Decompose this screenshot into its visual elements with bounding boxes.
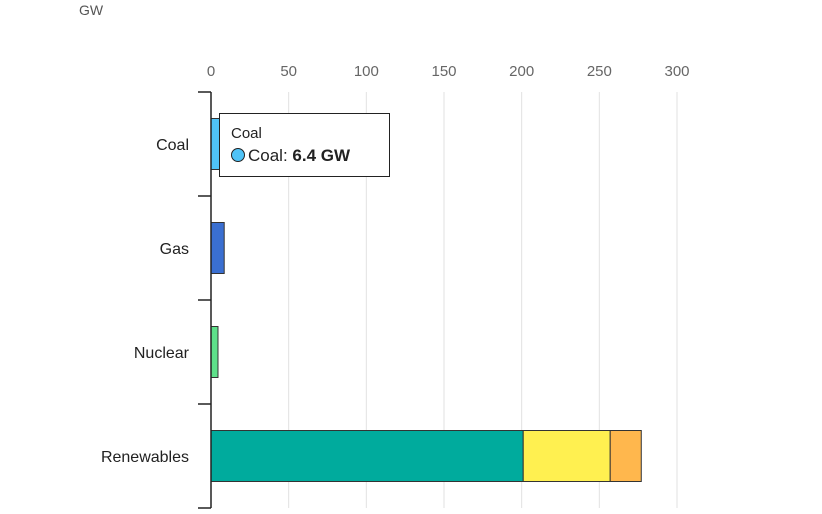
bar-segment[interactable] bbox=[609, 430, 642, 482]
bar-segment[interactable] bbox=[210, 222, 225, 274]
unit-label: GW bbox=[79, 2, 104, 18]
bar-segment[interactable] bbox=[210, 326, 219, 378]
y-axis bbox=[198, 91, 212, 509]
x-tick-label: 100 bbox=[354, 63, 379, 80]
bars bbox=[210, 118, 642, 482]
category-labels: Coal Gas Nuclear Renewables bbox=[101, 137, 190, 466]
x-tick-label: 50 bbox=[280, 63, 297, 80]
x-tick-labels: 0 50 100 150 200 250 300 bbox=[207, 63, 690, 80]
tooltip-series-label: Coal: bbox=[248, 146, 293, 165]
category-label: Nuclear bbox=[134, 345, 190, 362]
bar-segment[interactable] bbox=[210, 430, 524, 482]
bar-segment[interactable] bbox=[522, 430, 611, 482]
x-tick-label: 150 bbox=[431, 63, 456, 80]
category-label: Gas bbox=[160, 241, 189, 258]
tooltip-value: 6.4 GW bbox=[292, 146, 351, 165]
category-label: Renewables bbox=[101, 449, 189, 466]
tooltip-row: Coal: 6.4 GW bbox=[231, 146, 350, 166]
x-tick-label: 200 bbox=[509, 63, 534, 80]
x-tick-label: 300 bbox=[664, 63, 689, 80]
tooltip: Coal Coal: 6.4 GW bbox=[219, 113, 390, 177]
tooltip-series-dot-icon bbox=[231, 148, 245, 162]
tooltip-title: Coal bbox=[231, 125, 262, 142]
category-label: Coal bbox=[156, 137, 189, 154]
x-tick-label: 0 bbox=[207, 63, 215, 80]
x-tick-label: 250 bbox=[587, 63, 612, 80]
